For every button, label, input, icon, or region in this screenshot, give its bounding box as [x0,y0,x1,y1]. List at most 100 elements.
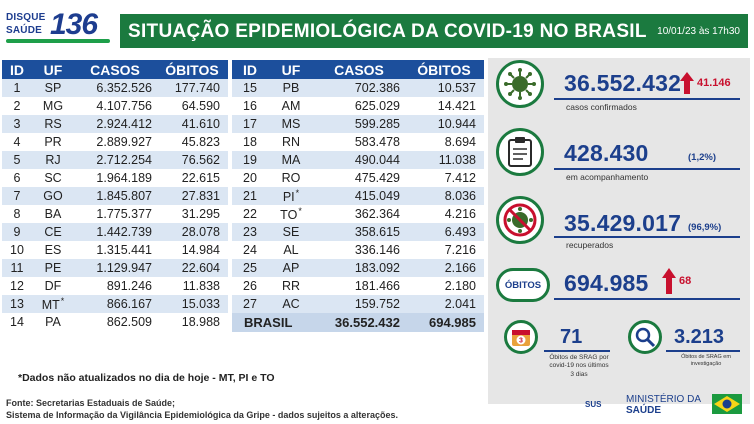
cell-casos-text: 490.044 [354,153,400,167]
table-row: 27 AC 159.752 2.041 [232,295,484,313]
asterisk-marker: * [60,295,65,306]
cell-id-text: 6 [13,171,21,185]
investigacao-label-line: Óbitos de SRAG em [681,354,731,360]
cell-obitos: 7.216 [404,243,484,257]
divider [544,350,610,352]
table-row: 8 BA 1.775.377 31.295 [2,205,228,223]
cell-obitos: 2.041 [404,297,484,311]
cell-casos: 1.315.441 [74,243,156,257]
cell-id-text: 18 [243,135,257,149]
cell-obitos: 22.615 [156,171,228,185]
cell-casos-text: 1.775.377 [96,207,152,221]
cell-uf-text: RR [281,279,301,293]
cell-obitos: 8.036 [404,189,484,203]
cell-id: 21 [232,189,268,203]
clipboard-icon [496,128,544,176]
cell-id: 1 [2,81,32,95]
ministerio-logo: MINISTÉRIO DA SAÚDE [626,394,701,416]
cell-uf-text: AP [282,261,300,275]
cell-id: 23 [232,225,268,239]
calendar-icon-number: 3 [519,338,523,345]
cell-uf: PR [32,135,74,149]
table-row: 1 SP 6.352.526 177.740 [2,79,228,97]
cell-uf: SE [268,225,314,239]
cell-casos-text: 1.129.947 [96,261,152,275]
cell-uf: MA [268,153,314,167]
table-row: 3 RS 2.924.412 41.610 [2,115,228,133]
cell-uf: PI* [268,188,314,204]
cell-obitos-text: 7.412 [444,171,476,185]
ministerio-line2: SAÚDE [626,404,662,416]
recuperados-value: 35.429.017 [564,210,682,236]
cell-casos-text: 1.315.441 [96,243,152,257]
cell-id: 2 [2,99,32,113]
cell-obitos: 10.537 [404,81,484,95]
cell-uf-text: AL [283,243,299,257]
table-row: 17 MS 599.285 10.944 [232,115,484,133]
cell-id-text: 20 [243,171,257,185]
calendar-icon: 3 [504,320,538,354]
cell-id: 16 [232,99,268,113]
cell-obitos: 6.493 [404,225,484,239]
cell-casos-text: 6.352.526 [96,81,152,95]
cell-casos: 625.029 [314,99,404,113]
cell-uf-text: RS [44,117,62,131]
asterisk-marker: * [295,187,300,198]
cell-uf-text: MT [41,298,60,313]
divider [554,168,740,170]
cell-id-text: 4 [13,135,21,149]
total-row: BRASIL 36.552.432 694.985 [232,313,484,332]
cell-id-text: 8 [13,207,21,221]
cell-casos: 362.364 [314,207,404,221]
acompanhamento-label: em acompanhamento [566,172,649,182]
divider [666,350,740,352]
cell-casos: 866.167 [74,297,156,311]
logo-line2: SAÚDE [6,25,43,36]
table-row: 7 GO 1.845.807 27.831 [2,187,228,205]
col-obitos-header: ÓBITOS [165,61,219,78]
brazil-flag-icon [712,394,742,414]
table-header: ID UF CASOS ÓBITOS [232,60,484,79]
cell-obitos-text: 2.166 [444,261,476,275]
divider [554,236,740,238]
total-obitos: 694.985 [429,315,476,330]
table-row: 24 AL 336.146 7.216 [232,241,484,259]
cell-uf: CE [32,225,74,239]
cell-obitos: 2.166 [404,261,484,275]
cell-uf: RR [268,279,314,293]
confirmados-increase: 41.146 [680,72,731,94]
cell-id: 11 [2,261,32,275]
cell-uf-text: TO [280,208,298,223]
cell-uf-text: GO [43,189,63,203]
table-row: 14 PA 862.509 18.988 [2,313,228,331]
cell-obitos-text: 64.590 [181,99,220,113]
cell-uf-text: PB [282,81,300,95]
cell-id: 24 [232,243,268,257]
srag-value: 71 [560,326,583,348]
cell-casos: 1.442.739 [74,225,156,239]
table-row: 11 PE 1.129.947 22.604 [2,259,228,277]
table-row: 20 RO 475.429 7.412 [232,169,484,187]
cell-obitos: 41.610 [156,117,228,131]
cell-obitos-text: 76.562 [181,153,220,167]
cell-casos-text: 183.092 [354,261,400,275]
col-uf-header: UF [281,61,301,78]
table-row: 25 AP 183.092 2.166 [232,259,484,277]
cell-casos-text: 358.615 [354,225,400,239]
logo-number: 136 [50,8,98,41]
cell-obitos-text: 8.694 [444,135,476,149]
cell-uf: PE [32,261,74,275]
stats-panel: 36.552.432 41.146 casos confirmados 428.… [488,58,750,404]
cell-uf-text: AM [281,99,301,113]
states-table-right: ID UF CASOS ÓBITOS 15 PB 702.386 10.537 16 AM… [232,60,484,332]
cell-obitos: 11.838 [156,279,228,293]
cell-casos: 891.246 [74,279,156,293]
cell-obitos-text: 2.041 [444,297,476,311]
cell-uf: PB [268,81,314,95]
cell-uf-text: RO [281,171,301,185]
table-row: 26 RR 181.466 2.180 [232,277,484,295]
cell-obitos-text: 10.944 [437,117,476,131]
cell-obitos: 8.694 [404,135,484,149]
table-body: 15 PB 702.386 10.537 16 AM 625.029 14.421 17 MS 59… [232,79,484,313]
cell-uf-text: CE [44,225,62,239]
